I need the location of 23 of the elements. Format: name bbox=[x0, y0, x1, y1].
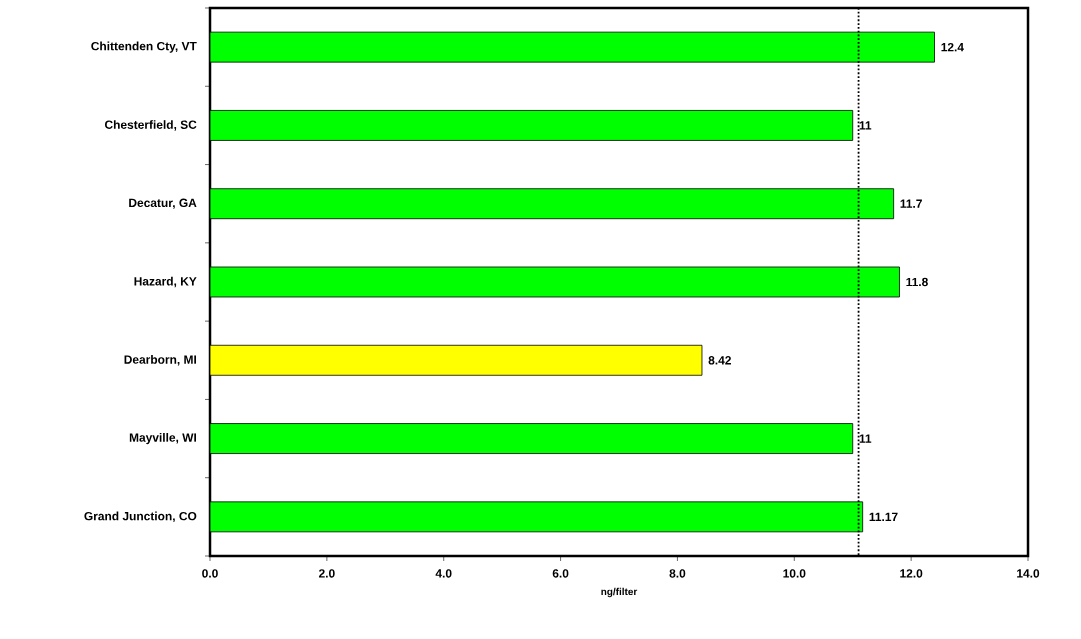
x-tick-label: 4.0 bbox=[435, 569, 452, 578]
data-label: 11.17 bbox=[869, 512, 898, 521]
x-tick-label: 14.0 bbox=[1017, 569, 1040, 578]
x-tick-label: 6.0 bbox=[552, 569, 569, 578]
x-tick-label: 0.0 bbox=[202, 569, 218, 578]
data-label: 11 bbox=[859, 434, 872, 443]
y-tick-label: Chittenden Cty, VT bbox=[91, 41, 197, 53]
x-tick-label: 2.0 bbox=[318, 569, 335, 578]
data-label: 11.7 bbox=[900, 199, 922, 208]
x-tick-label: 8.0 bbox=[669, 569, 686, 578]
data-label: 8.42 bbox=[708, 356, 731, 365]
y-tick-label: Chesterfield, SC bbox=[104, 120, 197, 131]
data-label: 11.8 bbox=[906, 277, 928, 287]
x-axis-title: ng/filter bbox=[601, 587, 638, 598]
data-label: 11 bbox=[859, 121, 872, 130]
y-tick-label: Decatur, GA bbox=[129, 198, 197, 209]
x-tick-label: 12.0 bbox=[900, 569, 923, 578]
data-label: 12.4 bbox=[941, 42, 964, 52]
y-tick-label: Dearborn, MI bbox=[124, 355, 197, 366]
y-tick-label: Grand Junction, CO bbox=[84, 511, 197, 523]
x-tick-label: 10.0 bbox=[783, 569, 806, 578]
y-tick-label: Hazard, KY bbox=[134, 276, 197, 288]
y-tick-label: Mayville, WI bbox=[129, 433, 197, 445]
